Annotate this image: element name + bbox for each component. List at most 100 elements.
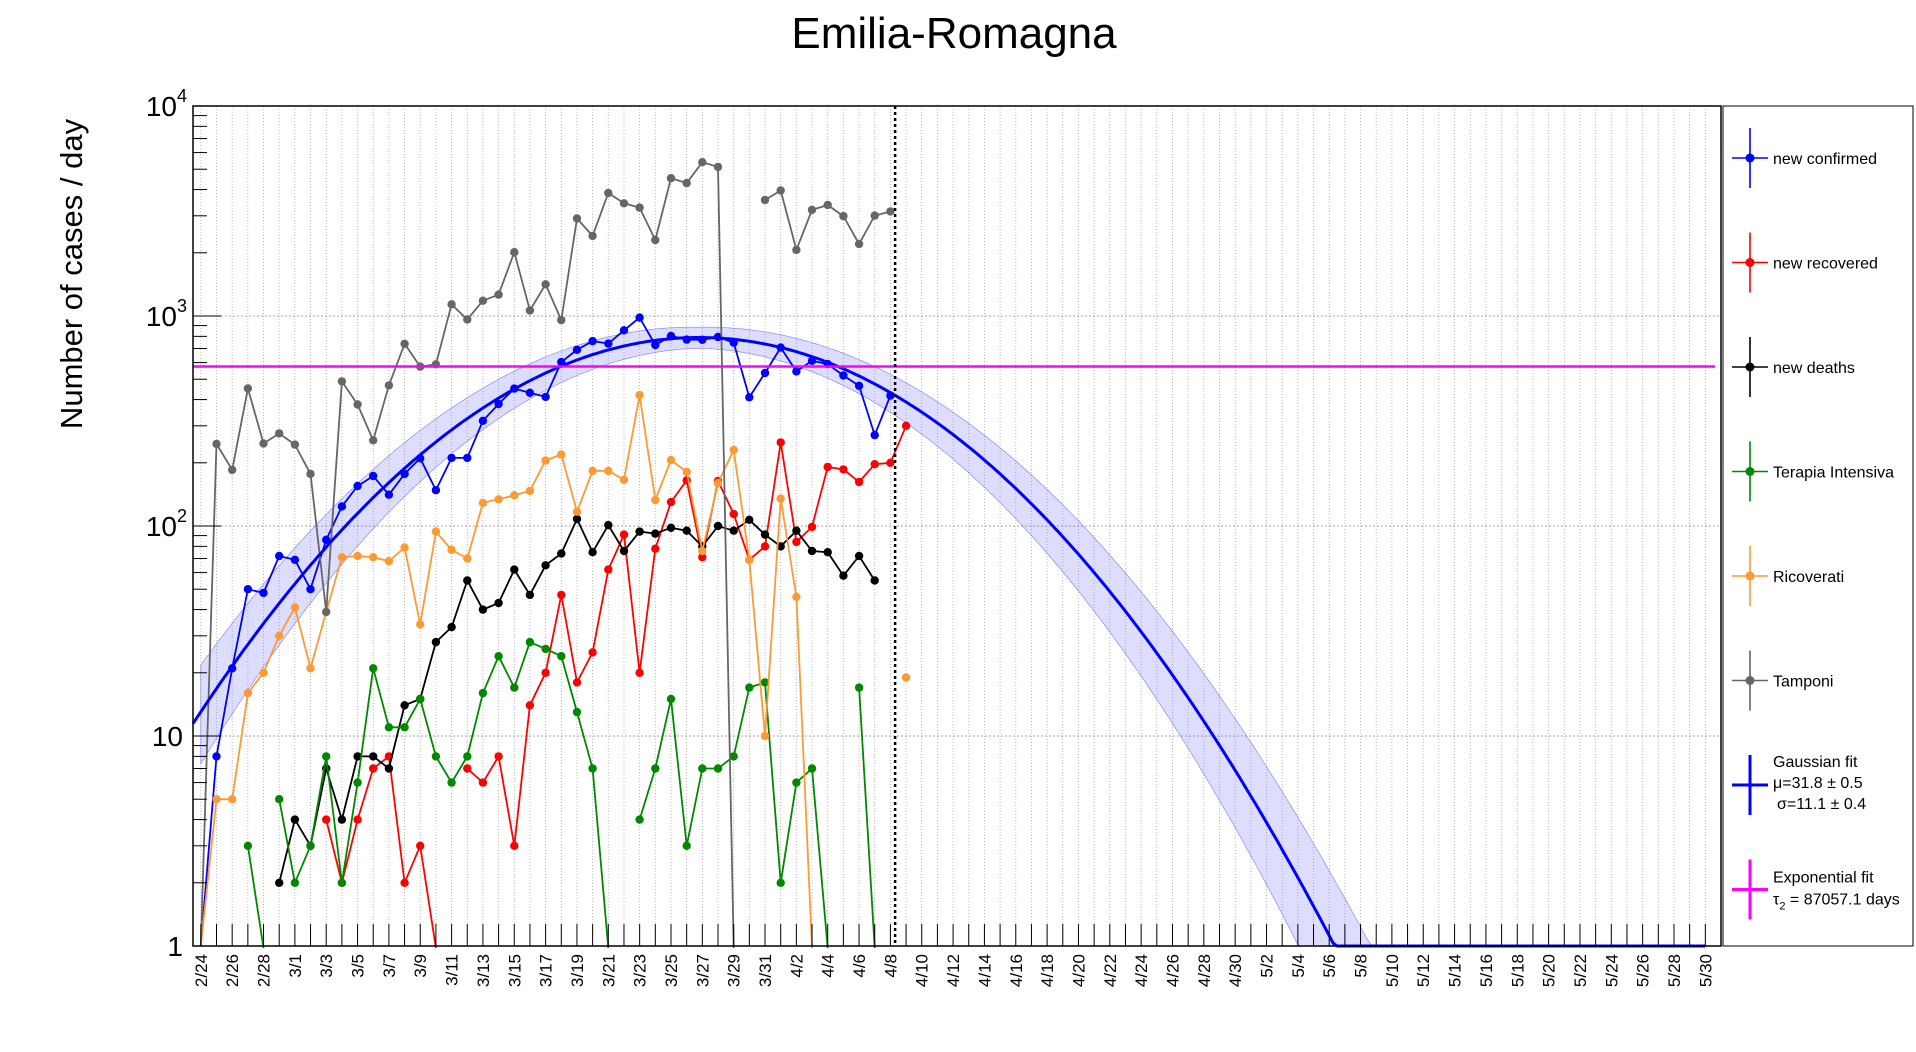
data-point-new-confirmed (259, 588, 268, 598)
x-tick-label: 5/30 (1696, 954, 1715, 987)
x-tick-label: 4/14 (975, 954, 994, 987)
data-point-new-confirmed (290, 555, 300, 564)
data-point-tamponi (651, 235, 660, 245)
data-point-ricoverati (604, 466, 613, 476)
series-ricoverati (199, 390, 911, 949)
data-point-tamponi (635, 203, 644, 212)
data-point-new-confirmed (353, 481, 362, 491)
data-point-new-recovered (510, 841, 519, 850)
data-point-new-confirmed (322, 535, 331, 544)
legend-label-sub: 2 (1779, 901, 1785, 913)
y-tick-label: 102 (146, 506, 187, 542)
data-point-new-deaths (463, 576, 472, 585)
data-point-new-deaths (870, 576, 879, 585)
data-point-new-recovered (588, 648, 597, 657)
data-point-new-deaths (682, 526, 691, 535)
x-tick-label: 5/22 (1571, 954, 1590, 987)
legend-label: Exponential fit (1773, 870, 1874, 887)
data-point-ricoverati (729, 445, 738, 455)
data-point-ricoverati (447, 545, 456, 554)
data-point-tamponi (588, 231, 597, 241)
data-point-new-confirmed (494, 399, 503, 409)
data-point-terapia-intensiva (243, 841, 253, 850)
data-point-ricoverati (369, 553, 378, 562)
x-tick-label: 3/5 (349, 954, 368, 978)
data-point-terapia-intensiva (431, 752, 441, 761)
data-point-ricoverati (212, 795, 221, 804)
data-point-tamponi (447, 300, 456, 309)
legend-entry: new recovered (1732, 232, 1878, 293)
data-point-new-recovered (494, 752, 503, 761)
data-point-tamponi (525, 306, 535, 315)
x-tick-label: 5/18 (1508, 954, 1527, 987)
data-point-tamponi (322, 607, 331, 617)
series-line-terapia-intensiva (858, 687, 876, 949)
data-point-new-confirmed (431, 486, 441, 495)
data-point-tamponi (886, 207, 895, 216)
data-point-terapia-intensiva (792, 778, 801, 787)
data-point-terapia-intensiva (494, 652, 503, 661)
data-point-ricoverati (463, 554, 472, 563)
data-point-new-recovered (823, 462, 832, 472)
y-tick-exponent: 2 (177, 506, 187, 526)
data-point-new-recovered (698, 553, 707, 562)
legend-entry: Terapia Intensiva (1732, 441, 1894, 502)
data-point-tamponi (823, 200, 832, 210)
x-tick-label: 3/23 (631, 954, 650, 987)
data-point-terapia-intensiva (572, 707, 582, 717)
legend-marker (1745, 153, 1755, 163)
x-tick-label: 4/28 (1195, 954, 1214, 987)
data-point-new-confirmed (619, 326, 629, 335)
data-point-tamponi (290, 440, 300, 449)
data-point-tamponi (463, 315, 472, 324)
data-point-new-deaths (604, 520, 613, 530)
data-point-terapia-intensiva (760, 678, 770, 687)
x-tick-label: 3/31 (756, 954, 775, 987)
data-point-new-deaths (478, 605, 488, 614)
legend-label: Gaussian fit (1773, 754, 1858, 771)
x-tick-label: 4/12 (944, 954, 963, 987)
data-point-terapia-intensiva (510, 683, 519, 692)
data-point-new-recovered (854, 477, 864, 487)
data-point-terapia-intensiva (557, 652, 566, 661)
legend-label: new deaths (1773, 360, 1855, 377)
data-point-ricoverati (713, 478, 723, 488)
data-point-terapia-intensiva (698, 764, 707, 773)
legend-marker (1745, 362, 1755, 372)
data-point-tamponi (228, 465, 237, 475)
x-tick-label: 5/26 (1634, 954, 1653, 987)
data-point-tamponi (369, 436, 378, 445)
data-point-new-confirmed (588, 336, 597, 346)
data-point-new-recovered (525, 701, 535, 710)
data-point-terapia-intensiva (651, 764, 660, 773)
data-point-new-recovered (807, 522, 817, 532)
data-point-ricoverati (651, 495, 660, 505)
data-point-ricoverati (588, 466, 597, 476)
legend-label: Terapia Intensiva (1773, 465, 1894, 482)
x-tick-label: 5/2 (1258, 954, 1277, 978)
data-point-ricoverati (901, 673, 911, 682)
legend-entry: Tamponi (1732, 650, 1833, 711)
data-point-new-deaths (854, 551, 864, 561)
data-point-terapia-intensiva (384, 723, 394, 732)
data-point-new-recovered (839, 465, 848, 474)
data-point-new-recovered (635, 668, 644, 677)
y-tick-base: 10 (146, 511, 177, 542)
data-point-new-deaths (525, 590, 535, 600)
x-tick-label: 2/26 (223, 954, 242, 987)
data-point-tamponi (839, 211, 848, 221)
data-point-new-deaths (494, 598, 503, 608)
x-tick-label: 4/22 (1101, 954, 1120, 987)
data-point-terapia-intensiva (541, 644, 550, 654)
y-tick-exponent: 4 (177, 86, 187, 106)
x-tick-label: 4/2 (787, 954, 806, 978)
y-tick-base: 10 (146, 91, 177, 122)
data-point-new-recovered (369, 764, 378, 773)
y-tick-label: 1 (167, 931, 183, 962)
series-line-terapia-intensiva (247, 845, 265, 949)
data-point-ricoverati (228, 795, 237, 804)
data-point-ricoverati (619, 475, 629, 484)
data-point-tamponi (275, 429, 284, 438)
data-point-terapia-intensiva (306, 841, 315, 850)
